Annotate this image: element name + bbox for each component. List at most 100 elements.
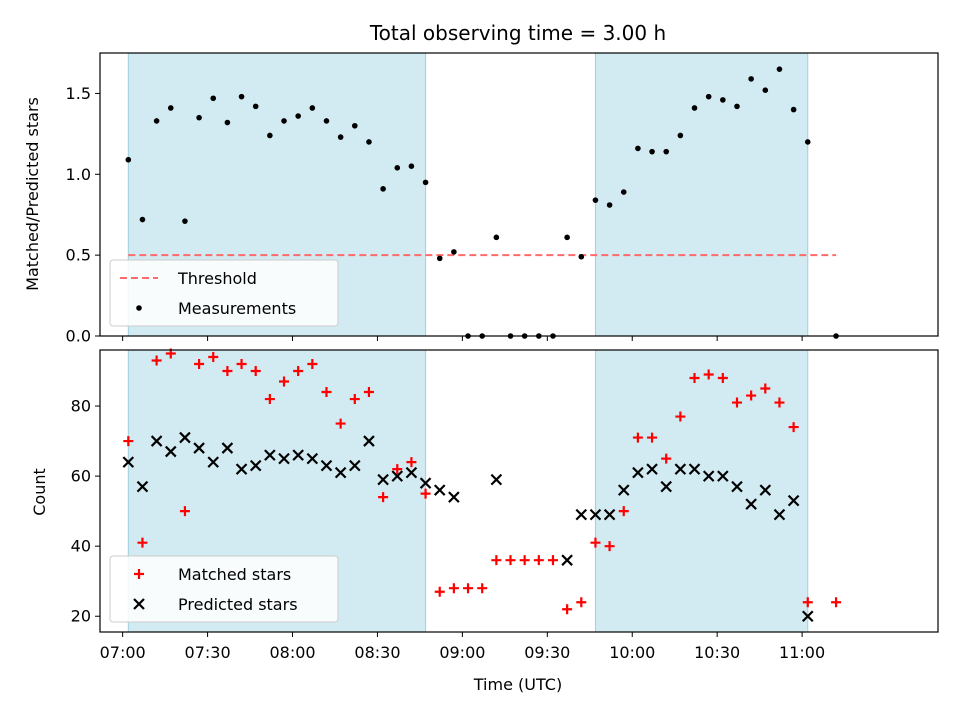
data-point (122, 456, 135, 468)
data-point (575, 508, 588, 521)
data-point (123, 436, 134, 447)
data-point (564, 234, 570, 241)
data-point (547, 555, 558, 566)
data-point (477, 583, 488, 594)
data-point (366, 139, 372, 145)
legend: Threshold Measurements (109, 259, 339, 327)
data-point (705, 93, 712, 100)
observing-window-1 (594, 52, 809, 337)
data-point (392, 464, 403, 475)
data-point (660, 480, 672, 493)
y-tick-label: 80 (71, 397, 91, 416)
y-tick-label: 60 (71, 467, 91, 486)
data-point (224, 119, 231, 126)
data-point (646, 463, 658, 475)
data-point (306, 452, 319, 465)
data-point (603, 508, 616, 521)
y-tick-label: 0.0 (66, 327, 91, 346)
data-point (238, 93, 245, 100)
data-point (420, 488, 431, 499)
data-point (491, 555, 502, 566)
data-point (677, 132, 684, 139)
data-point (663, 148, 670, 155)
data-point (210, 95, 217, 102)
x-tick-label: 10:00 (609, 643, 655, 662)
data-point (562, 604, 573, 615)
x-tick-label: 09:30 (524, 643, 570, 662)
data-point (748, 76, 754, 82)
data-point (632, 466, 644, 479)
data-point (617, 484, 630, 496)
ratio-panel: 0.0 0.5 1.0 1.5 Threshold Measurements (66, 52, 939, 346)
data-point (208, 352, 219, 363)
data-point (745, 498, 757, 510)
data-point (221, 442, 234, 454)
data-point (802, 597, 813, 608)
data-point (448, 491, 460, 503)
data-point (320, 459, 333, 472)
data-point (125, 156, 132, 163)
data-point (136, 480, 149, 493)
series-measurements (125, 66, 839, 339)
data-point (776, 66, 783, 72)
data-point (249, 459, 262, 472)
y-tick-label: 40 (71, 537, 91, 556)
data-point (293, 366, 304, 377)
x-tick-label: 07:00 (100, 643, 146, 662)
data-point (632, 432, 643, 443)
data-point (831, 597, 842, 608)
data-point (349, 459, 361, 472)
data-point (589, 508, 602, 521)
data-point (674, 463, 687, 475)
data-point (408, 163, 415, 169)
x-tick-label: 08:00 (269, 643, 315, 662)
data-point (235, 463, 248, 475)
data-point (351, 122, 358, 129)
data-point (675, 411, 686, 422)
data-point (150, 435, 163, 447)
legend-swatch (134, 569, 144, 579)
data-point (196, 114, 202, 121)
data-point (391, 470, 404, 482)
data-point (734, 103, 740, 110)
x-tick-label: 10:30 (694, 643, 740, 662)
data-point (689, 373, 700, 384)
data-point (250, 366, 261, 377)
data-point (505, 555, 516, 566)
data-point (561, 554, 573, 566)
data-point (731, 480, 743, 493)
y-tick-label: 1.5 (66, 84, 91, 103)
legend-swatch (136, 305, 142, 311)
data-point (378, 492, 389, 503)
data-point (349, 394, 360, 405)
data-point (788, 422, 799, 433)
chart-title: Total observing time = 3.00 h (369, 21, 666, 45)
data-point (309, 105, 316, 111)
data-point (717, 470, 729, 482)
data-point (720, 97, 726, 103)
series-predicted-stars (122, 431, 814, 623)
data-point (649, 148, 655, 155)
y-tick-label: 0.5 (66, 246, 91, 265)
data-point (691, 105, 698, 111)
data-point (281, 118, 287, 124)
data-point (774, 397, 785, 408)
data-point (661, 453, 672, 464)
x-tick-label: 11:00 (779, 643, 825, 662)
data-point (207, 456, 220, 468)
data-point (618, 506, 629, 517)
data-point (448, 583, 459, 594)
data-point (493, 234, 500, 241)
data-point (278, 452, 290, 465)
x-tick-label: 08:30 (354, 643, 400, 662)
data-point (703, 369, 714, 380)
data-point (406, 457, 417, 468)
y-tick-label: 20 (71, 607, 91, 626)
data-point (434, 586, 445, 597)
data-point (292, 449, 304, 461)
data-point (335, 418, 346, 429)
data-point (179, 431, 191, 444)
data-point (321, 387, 332, 398)
data-point (164, 445, 177, 458)
plot-frame (99, 52, 939, 337)
